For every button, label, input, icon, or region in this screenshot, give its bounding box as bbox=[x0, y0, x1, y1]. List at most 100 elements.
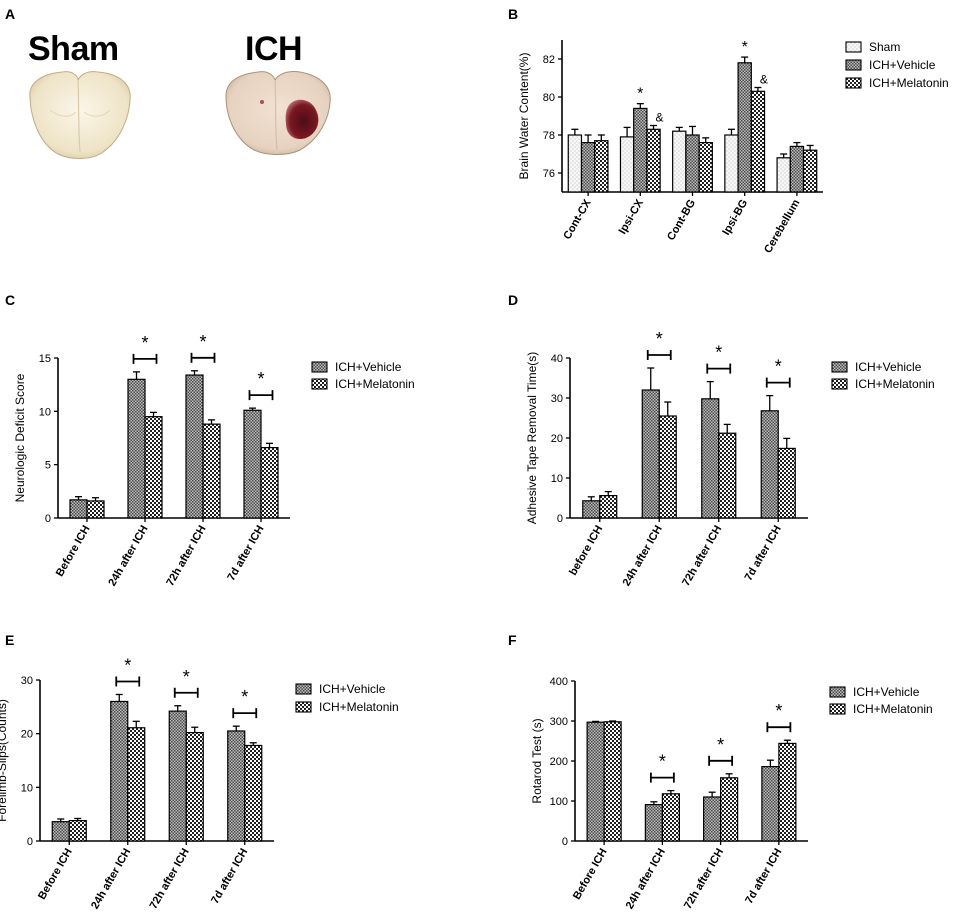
bar bbox=[685, 134, 700, 193]
bar bbox=[750, 90, 766, 193]
significance-mark: * bbox=[659, 752, 666, 772]
significance-mark: * bbox=[124, 655, 131, 675]
legend-label: ICH+Melatonin bbox=[319, 700, 399, 714]
significance-mark: * bbox=[241, 687, 248, 707]
bar bbox=[703, 796, 722, 842]
bar bbox=[789, 145, 805, 193]
y-tick-label: 10 bbox=[39, 406, 51, 418]
y-axis-label: Neurologic Deficit Score bbox=[13, 373, 27, 502]
legend-swatch bbox=[295, 683, 312, 695]
significance-mark: * bbox=[717, 735, 724, 755]
legend-label: ICH+Vehicle bbox=[855, 360, 922, 374]
bar bbox=[185, 731, 204, 842]
y-tick-label: 200 bbox=[550, 756, 568, 768]
bar bbox=[724, 134, 739, 193]
x-tick-label: 24h after ICH bbox=[89, 846, 133, 911]
ich-brain-section bbox=[225, 71, 331, 155]
bar bbox=[720, 777, 739, 842]
bar bbox=[594, 140, 609, 193]
bar bbox=[698, 142, 713, 193]
significance-mark: * bbox=[656, 329, 663, 349]
x-tick-label: 72h after ICH bbox=[680, 523, 724, 588]
panel-letter-b: B bbox=[508, 6, 519, 22]
bar bbox=[185, 374, 204, 519]
y-tick-label: 300 bbox=[550, 716, 568, 728]
panel-letter-d: D bbox=[508, 292, 519, 308]
ich-label: ICH bbox=[245, 30, 303, 68]
y-tick-label: 76 bbox=[543, 168, 555, 180]
legend-label: ICH+Melatonin bbox=[853, 702, 933, 716]
panel-letter-a: A bbox=[5, 6, 16, 22]
significance-mark: * bbox=[183, 667, 190, 687]
legend-label: ICH+Vehicle bbox=[869, 58, 936, 72]
legend-label: ICH+Melatonin bbox=[335, 377, 415, 391]
legend-swatch bbox=[829, 703, 846, 715]
y-tick-label: 10 bbox=[551, 473, 563, 485]
bar bbox=[658, 415, 677, 519]
legend-swatch bbox=[845, 77, 862, 89]
bar bbox=[68, 820, 87, 842]
x-tick-label: 72h after ICH bbox=[682, 846, 726, 911]
y-tick-label: 82 bbox=[543, 54, 555, 66]
bar bbox=[619, 136, 635, 193]
sham-label: Sham bbox=[28, 30, 119, 68]
legend-swatch bbox=[295, 701, 312, 713]
x-tick-label: 7d after ICH bbox=[743, 523, 784, 583]
bar bbox=[718, 432, 737, 519]
legend-label: ICH+Melatonin bbox=[869, 76, 949, 90]
bar bbox=[202, 423, 221, 519]
y-tick-label: 0 bbox=[557, 513, 563, 525]
bar bbox=[672, 130, 687, 193]
y-tick-label: 400 bbox=[550, 676, 568, 688]
bar bbox=[802, 149, 818, 193]
bar bbox=[260, 447, 279, 519]
x-tick-label: Before ICH bbox=[36, 846, 75, 901]
y-axis-label: Adhesive Tape Removal Time(s) bbox=[525, 352, 539, 525]
y-tick-label: 20 bbox=[21, 729, 33, 741]
bar bbox=[244, 744, 263, 842]
legend-swatch bbox=[845, 41, 862, 53]
legend-label: ICH+Vehicle bbox=[853, 685, 920, 699]
bar bbox=[599, 495, 618, 519]
bar bbox=[110, 700, 129, 842]
bar bbox=[144, 416, 163, 519]
x-tick-label: Ipsi-CX bbox=[617, 197, 647, 236]
x-tick-label: 24h after ICH bbox=[621, 523, 665, 588]
panel-letter-f: F bbox=[508, 632, 517, 648]
significance-mark: * bbox=[742, 39, 748, 56]
y-tick-label: 0 bbox=[45, 513, 51, 525]
y-tick-label: 20 bbox=[551, 433, 563, 445]
bar bbox=[701, 398, 720, 519]
x-tick-label: before ICH bbox=[567, 523, 605, 577]
chart-brain-water-content: 76 78 80 82 Brain Water Content(%) Cont-CX Ips… bbox=[517, 39, 949, 255]
significance-mark: * bbox=[199, 332, 206, 352]
x-tick-label: Before ICH bbox=[54, 523, 93, 578]
bar bbox=[69, 499, 88, 519]
bar bbox=[760, 410, 779, 519]
legend-swatch bbox=[829, 686, 846, 698]
significance-mark: * bbox=[257, 369, 264, 389]
x-tick-label: Cerebellum bbox=[762, 197, 802, 255]
y-tick-label: 30 bbox=[21, 675, 33, 687]
y-axis-label: Forelimb-Slips(Counts) bbox=[0, 699, 9, 822]
x-tick-label: 72h after ICH bbox=[148, 846, 192, 911]
panel-letter-c: C bbox=[5, 292, 16, 308]
bar bbox=[580, 142, 596, 193]
significance-mark: * bbox=[637, 86, 643, 103]
significance-mark: * bbox=[775, 701, 782, 721]
x-tick-label: 24h after ICH bbox=[624, 846, 668, 911]
y-tick-label: 0 bbox=[562, 836, 568, 848]
bar bbox=[661, 793, 680, 842]
bar bbox=[586, 721, 605, 842]
bar bbox=[86, 500, 105, 519]
bar bbox=[761, 765, 780, 842]
sham-brain-section bbox=[29, 71, 131, 159]
significance-mark: & bbox=[656, 111, 664, 125]
significance-mark: * bbox=[775, 357, 782, 377]
x-tick-label: Ipsi-BG bbox=[720, 198, 750, 238]
legend-label: Sham bbox=[869, 40, 900, 54]
chart-rotarod-test: 0 100 200 300 400 Rotarod Test (s) Before ICH 2… bbox=[530, 676, 933, 911]
bar bbox=[243, 409, 262, 519]
x-tick-label: 7d after ICH bbox=[225, 523, 266, 583]
y-tick-label: 15 bbox=[39, 353, 51, 365]
